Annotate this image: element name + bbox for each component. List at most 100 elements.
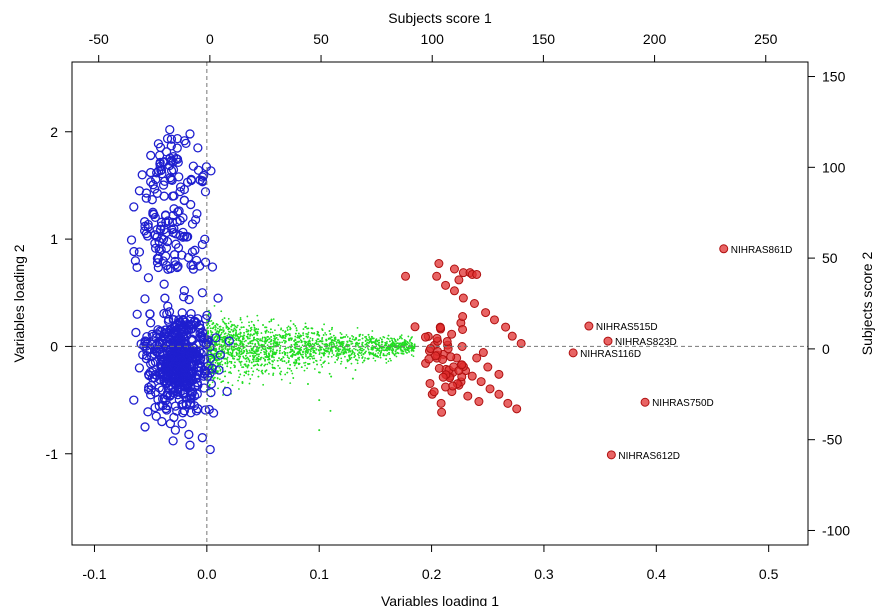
green-point	[317, 348, 320, 351]
green-point	[300, 366, 303, 369]
green-point	[235, 338, 237, 341]
green-point	[386, 341, 388, 343]
green-point	[219, 369, 222, 372]
blue-point	[140, 294, 150, 304]
green-point	[330, 348, 333, 351]
blue-point	[191, 406, 202, 416]
green-point	[391, 341, 394, 343]
blue-point	[151, 411, 161, 421]
blue-point	[162, 400, 173, 411]
green-point	[411, 342, 413, 345]
blue-point	[146, 390, 156, 400]
green-point	[331, 326, 334, 329]
green-point	[335, 350, 337, 352]
green-point	[254, 328, 257, 331]
green-point	[218, 343, 221, 346]
green-point	[333, 337, 336, 339]
green-point	[208, 325, 211, 327]
blue-point	[178, 408, 188, 418]
red-point	[432, 271, 442, 281]
green-point	[298, 358, 301, 361]
green-point	[364, 340, 367, 342]
green-point	[312, 354, 315, 357]
green-point	[265, 352, 267, 354]
blue-point	[200, 187, 211, 197]
red-point	[503, 398, 513, 408]
green-point	[228, 353, 231, 356]
green-point	[378, 341, 380, 344]
green-point	[346, 360, 349, 363]
green-point	[224, 362, 227, 364]
green-point	[231, 355, 234, 358]
green-point	[330, 375, 333, 378]
blue-point	[168, 436, 178, 446]
blue-point	[188, 320, 198, 330]
green-point	[216, 344, 219, 347]
green-point	[377, 352, 380, 354]
green-point	[311, 339, 314, 342]
green-point	[267, 372, 270, 375]
green-point	[329, 337, 332, 340]
blue-point	[154, 150, 165, 161]
green-point	[395, 344, 397, 347]
green-point	[400, 349, 403, 352]
blue-point	[176, 355, 187, 365]
green-point	[222, 348, 224, 351]
green-point	[214, 324, 217, 327]
blue-point	[165, 349, 175, 360]
green-point	[254, 364, 257, 367]
annotation-label: NIHRAS515D	[596, 322, 658, 333]
green-point	[282, 356, 285, 358]
green-point	[401, 337, 403, 340]
blue-point	[187, 247, 198, 257]
green-point	[252, 364, 255, 367]
blue-point	[129, 246, 139, 257]
green-point	[278, 333, 281, 336]
green-point	[219, 368, 222, 371]
green-point	[361, 349, 364, 352]
green-point	[206, 363, 209, 366]
green-point	[317, 343, 319, 346]
green-point	[252, 360, 255, 363]
green-point	[264, 358, 267, 361]
green-point	[344, 355, 346, 358]
green-point	[273, 359, 276, 362]
green-point	[378, 349, 381, 352]
green-point	[323, 343, 326, 346]
green-point	[287, 346, 290, 349]
green-point	[313, 347, 316, 349]
green-point	[212, 321, 215, 324]
green-point	[212, 378, 215, 380]
blue-point	[137, 170, 147, 180]
green-point	[312, 361, 315, 364]
green-point	[263, 353, 266, 356]
green-point	[269, 349, 272, 352]
green-point	[273, 337, 276, 340]
green-point	[213, 336, 216, 339]
green-point	[293, 340, 295, 342]
green-point	[391, 349, 394, 352]
green-point	[242, 355, 245, 358]
green-point	[261, 347, 264, 350]
green-point	[350, 340, 353, 343]
green-point	[325, 339, 328, 341]
green-point	[242, 336, 245, 338]
green-point	[265, 326, 268, 329]
green-point	[387, 334, 390, 337]
green-point	[221, 340, 224, 343]
green-point	[258, 344, 260, 347]
green-point	[255, 358, 258, 361]
green-point	[246, 350, 248, 353]
green-point	[215, 370, 218, 373]
green-point	[305, 335, 308, 338]
blue-point	[175, 186, 185, 197]
blue-point	[158, 180, 169, 190]
blue-point	[169, 250, 180, 260]
green-point	[380, 343, 383, 346]
right-tick-label: -100	[822, 522, 850, 538]
green-point	[228, 348, 231, 350]
green-point	[254, 354, 257, 357]
green-point	[311, 357, 314, 360]
green-point	[333, 344, 336, 346]
